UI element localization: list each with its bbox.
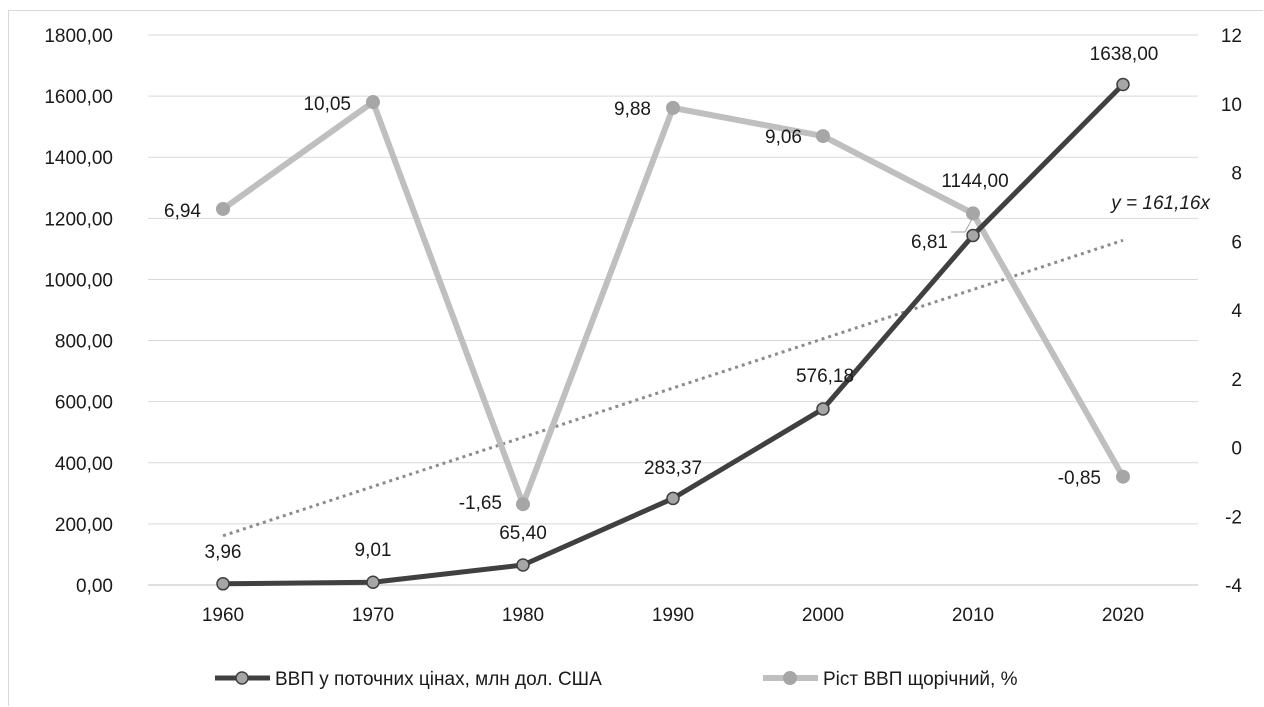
legend-growth-marker: [783, 671, 797, 685]
y-right-tick-label: 12: [1221, 26, 1242, 47]
data-labels: 3,96 9,01 65,40 283,37 576,18 1144,00 1638,00 6…: [164, 44, 1158, 563]
gdp-point: [516, 558, 530, 572]
growth-point: [816, 129, 830, 144]
x-tick-label: 2000: [802, 605, 844, 626]
y-left-tick-label: 1600,00: [44, 87, 113, 108]
series-group: [216, 77, 1130, 591]
left-axis: 0,00 200,00 400,00 600,00 800,00 1000,00 1200,…: [44, 26, 113, 597]
gridlines: [148, 34, 1198, 586]
gdp-point: [966, 228, 980, 243]
x-tick-label: 2020: [1102, 605, 1144, 626]
y-right-tick-label: 8: [1231, 164, 1242, 185]
growth-data-label: -1,65: [459, 493, 502, 514]
x-tick-label: 1980: [502, 605, 544, 626]
x-tick-label: 1990: [652, 605, 694, 626]
growth-point: [216, 201, 230, 216]
growth-point: [666, 100, 680, 115]
y-left-tick-label: 200,00: [55, 515, 113, 536]
growth-point: [366, 95, 380, 110]
label-leader-line: [951, 218, 973, 233]
growth-data-label: 6,81: [911, 232, 948, 253]
x-tick-label: 1960: [202, 605, 244, 626]
growth-data-label: 9,88: [614, 99, 651, 120]
y-left-tick-label: 0,00: [76, 576, 113, 597]
growth-data-label: -0,85: [1058, 468, 1101, 489]
x-tick-label: 2010: [952, 605, 994, 626]
growth-data-label: 9,06: [765, 127, 802, 148]
x-axis: 1960 1970 1980 1990 2000 2010 2020: [202, 605, 1144, 626]
y-left-tick-label: 600,00: [55, 393, 113, 414]
y-left-tick-label: 1400,00: [44, 148, 113, 169]
trendline: [222, 238, 1124, 538]
y-left-tick-label: 1800,00: [44, 26, 113, 47]
growth-data-label: 6,94: [164, 201, 201, 222]
y-right-tick-label: 10: [1221, 95, 1242, 116]
y-left-tick-label: 800,00: [55, 332, 113, 353]
gdp-data-label: 1638,00: [1090, 44, 1159, 65]
y-left-tick-label: 400,00: [55, 454, 113, 475]
y-left-tick-label: 1200,00: [44, 209, 113, 230]
gdp-point: [816, 402, 830, 416]
gdp-point: [666, 491, 680, 506]
gdp-point: [1116, 77, 1130, 92]
gdp-data-label: 65,40: [499, 523, 547, 544]
y-right-tick-label: -2: [1225, 507, 1242, 528]
y-right-tick-label: 4: [1231, 301, 1242, 322]
y-right-tick-label: 0: [1231, 439, 1242, 460]
right-axis: -4 -2 0 2 4 6 8 10 12: [1221, 26, 1243, 597]
gdp-data-label: 576,18: [796, 366, 854, 387]
trendline-group: y = 161,16x: [222, 193, 1211, 538]
gdp-data-label: 3,96: [205, 542, 242, 563]
growth-point: [1116, 469, 1130, 484]
growth-point: [966, 206, 980, 221]
gdp-point: [216, 577, 230, 591]
y-right-tick-label: -4: [1225, 576, 1242, 597]
legend: ВВП у поточних цінах, млн дол. США Ріст В…: [215, 669, 1018, 690]
legend-gdp-marker: [235, 671, 249, 685]
gdp-data-label: 283,37: [644, 458, 702, 479]
x-tick-label: 1970: [352, 605, 394, 626]
gdp-data-label: 9,01: [355, 540, 392, 561]
y-left-tick-label: 1000,00: [44, 270, 113, 291]
legend-growth-label: Ріст ВВП щорічний, %: [823, 669, 1018, 690]
trendline-equation: y = 161,16x: [1109, 193, 1211, 214]
y-right-tick-label: 6: [1231, 232, 1242, 253]
legend-gdp-label: ВВП у поточних цінах, млн дол. США: [275, 669, 602, 690]
gdp-line: [222, 82, 1125, 587]
gdp-data-label: 1144,00: [941, 171, 1008, 192]
growth-data-label: 10,05: [303, 94, 351, 115]
growth-line: [221, 99, 1126, 508]
gdp-point: [366, 575, 380, 589]
y-right-tick-label: 2: [1231, 370, 1242, 391]
growth-point: [516, 497, 530, 512]
